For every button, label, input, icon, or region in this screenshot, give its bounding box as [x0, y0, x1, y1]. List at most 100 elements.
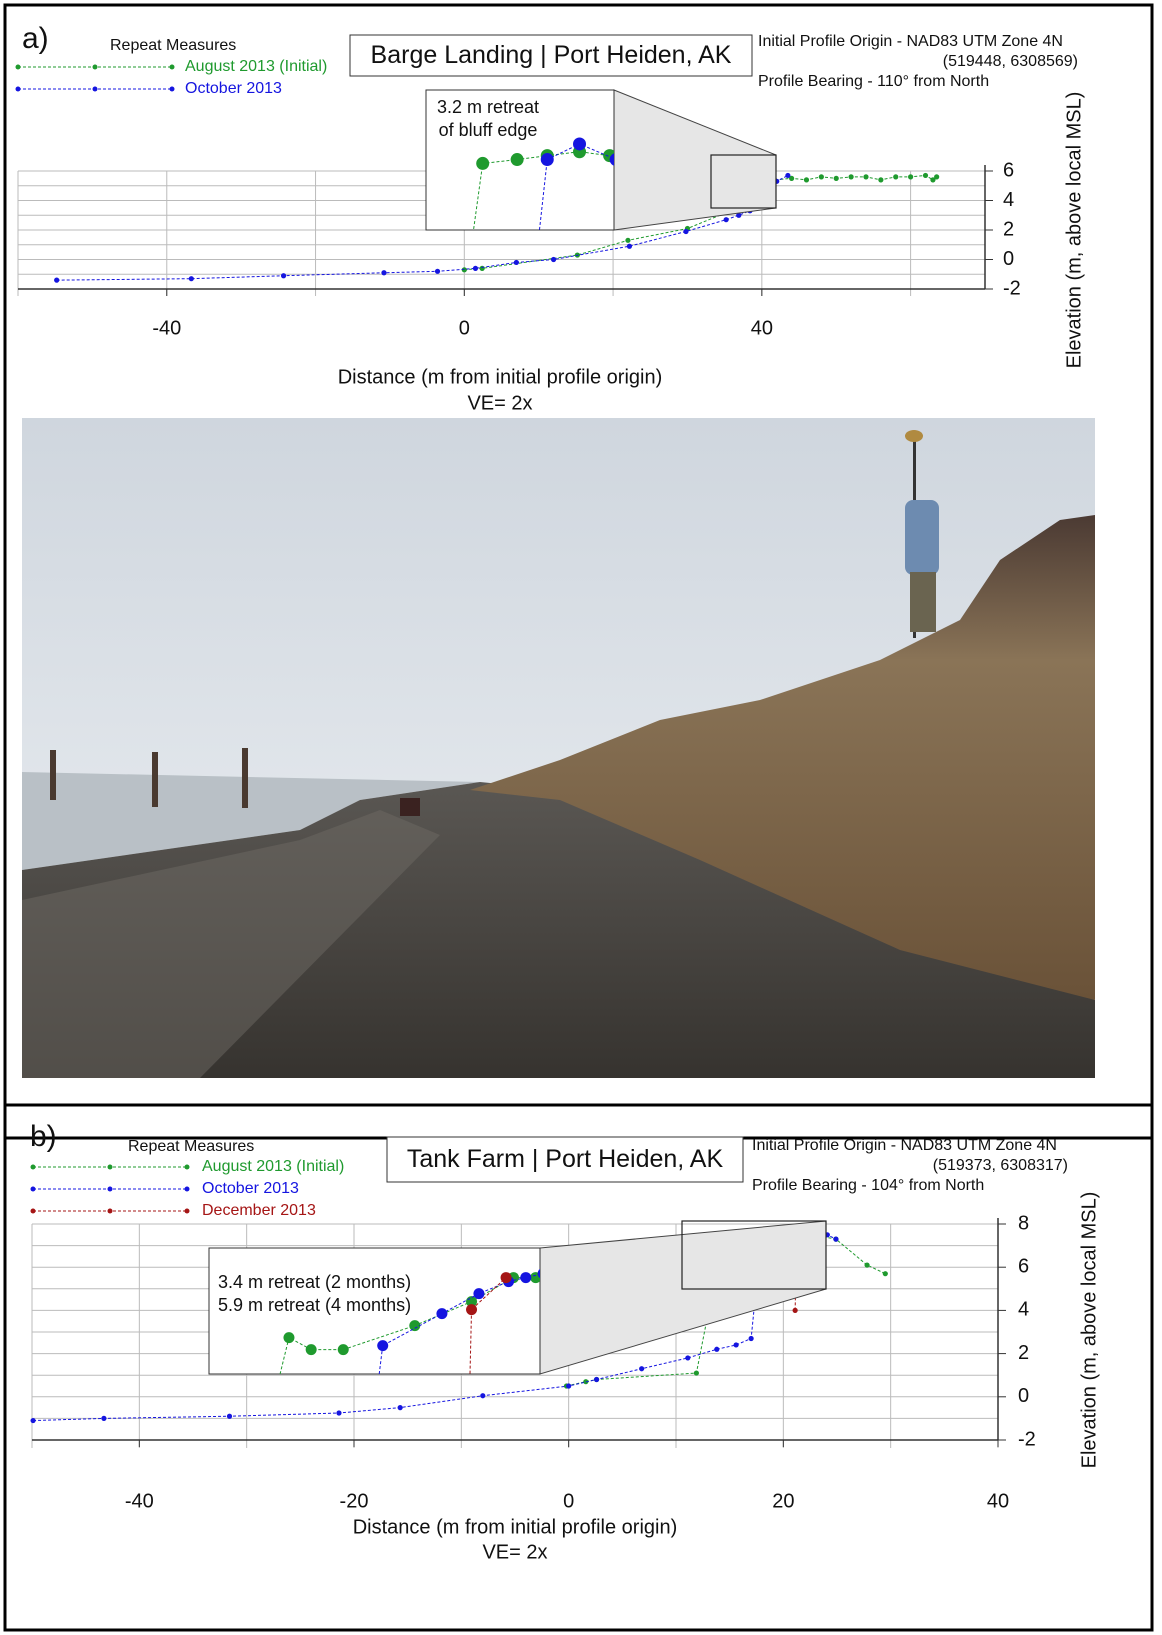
photo-person-legs	[910, 572, 936, 632]
y-tick-label: 2	[1003, 218, 1014, 240]
data-point	[465, 235, 478, 248]
data-point	[111, 1516, 122, 1527]
data-point	[954, 141, 967, 154]
x-tick-label: 0	[563, 1490, 574, 1512]
y-tick-label: 6	[1018, 1255, 1029, 1277]
legend-label: August 2013 (Initial)	[185, 58, 327, 75]
data-point	[237, 1524, 248, 1535]
data-point	[227, 1414, 232, 1419]
inset-annotation: 3.4 m retreat (2 months)	[218, 1272, 411, 1292]
data-point	[283, 1332, 294, 1343]
data-point	[627, 244, 632, 249]
photo-vehicle	[400, 798, 420, 816]
data-point	[281, 273, 286, 278]
data-point	[473, 1288, 484, 1299]
chart-title: Tank Farm | Port Heiden, AK	[407, 1145, 724, 1173]
data-point	[724, 217, 729, 222]
legend-marker	[108, 1209, 113, 1214]
data-point	[694, 1370, 699, 1375]
legend-marker	[185, 1187, 190, 1192]
photo-pile	[50, 750, 56, 800]
legend-marker	[170, 65, 175, 70]
data-point	[466, 1304, 477, 1315]
data-point	[464, 1408, 475, 1419]
legend-marker	[93, 87, 98, 92]
data-point	[54, 278, 59, 283]
data-point	[436, 1308, 447, 1319]
data-point	[377, 1340, 388, 1351]
data-point	[217, 1496, 228, 1507]
legend-marker	[16, 65, 21, 70]
legend-title: Repeat Measures	[128, 1138, 254, 1155]
legend-label: December 2013	[202, 1202, 316, 1219]
data-point	[101, 1416, 106, 1421]
data-point	[868, 141, 881, 154]
data-point	[328, 1472, 339, 1483]
x-tick-label: -40	[152, 317, 181, 339]
data-point	[878, 177, 883, 182]
x-tick-label: -40	[125, 1490, 154, 1512]
data-point	[734, 1342, 739, 1347]
photo-pile	[152, 752, 158, 807]
y-axis-label: Elevation (m, above local MSL)	[1078, 1192, 1100, 1469]
data-point	[934, 174, 939, 179]
y-axis-label: Elevation (m, above local MSL)	[1063, 92, 1085, 369]
figure: -40040-20246Distance (m from initial pro…	[0, 0, 1162, 1635]
x-axis-note: VE= 2x	[467, 392, 532, 414]
data-point	[911, 149, 924, 162]
data-point	[566, 1383, 571, 1388]
data-point	[435, 269, 440, 274]
y-tick-label: -2	[1018, 1428, 1036, 1450]
data-point	[179, 309, 192, 322]
legend-marker	[31, 1187, 36, 1192]
data-point	[30, 1418, 35, 1423]
data-point	[541, 153, 554, 166]
y-tick-label: 0	[1018, 1385, 1029, 1407]
y-tick-label: 4	[1003, 189, 1014, 211]
chart-title: Barge Landing | Port Heiden, AK	[371, 41, 732, 69]
legend-marker	[93, 65, 98, 70]
data-point	[834, 176, 839, 181]
field-photo	[22, 418, 1095, 1078]
legend-title: Repeat Measures	[110, 37, 236, 54]
data-point	[863, 174, 868, 179]
x-tick-label: 20	[772, 1490, 794, 1512]
legend-label: August 2013 (Initial)	[202, 1158, 344, 1175]
data-point	[520, 1272, 531, 1283]
data-point	[532, 231, 545, 244]
legend-marker	[31, 1209, 36, 1214]
y-tick-label: -2	[1003, 277, 1021, 299]
data-point	[184, 324, 197, 337]
data-point	[381, 270, 386, 275]
data-point	[849, 174, 854, 179]
data-point	[825, 141, 838, 154]
legend-marker	[108, 1165, 113, 1170]
data-point	[480, 1393, 485, 1398]
profile-info: Profile Bearing - 110° from North	[758, 73, 989, 90]
data-point	[908, 174, 913, 179]
data-point	[997, 141, 1010, 154]
data-point	[573, 137, 586, 150]
data-point	[551, 257, 556, 262]
data-point	[819, 174, 824, 179]
panel-label: b)	[30, 1120, 57, 1153]
data-point	[782, 145, 795, 158]
data-point	[409, 1320, 420, 1331]
x-axis-label: Distance (m from initial profile origin)	[338, 366, 663, 388]
x-tick-label: 0	[459, 317, 470, 339]
data-point	[749, 1336, 754, 1341]
x-tick-label: 40	[987, 1490, 1009, 1512]
legend-marker	[170, 87, 175, 92]
y-tick-label: 4	[1018, 1299, 1029, 1321]
inset-annotation: of bluff edge	[439, 120, 538, 140]
photo-pile	[242, 748, 248, 808]
legend-label: October 2013	[202, 1180, 299, 1197]
data-point	[864, 1262, 869, 1267]
x-axis-label: Distance (m from initial profile origin)	[353, 1516, 678, 1538]
panel-label: a)	[22, 22, 49, 55]
data-point	[594, 1377, 599, 1382]
data-point	[473, 266, 478, 271]
data-point	[685, 1355, 690, 1360]
inset-annotation: 5.9 m retreat (4 months)	[218, 1295, 411, 1315]
data-point	[893, 174, 898, 179]
